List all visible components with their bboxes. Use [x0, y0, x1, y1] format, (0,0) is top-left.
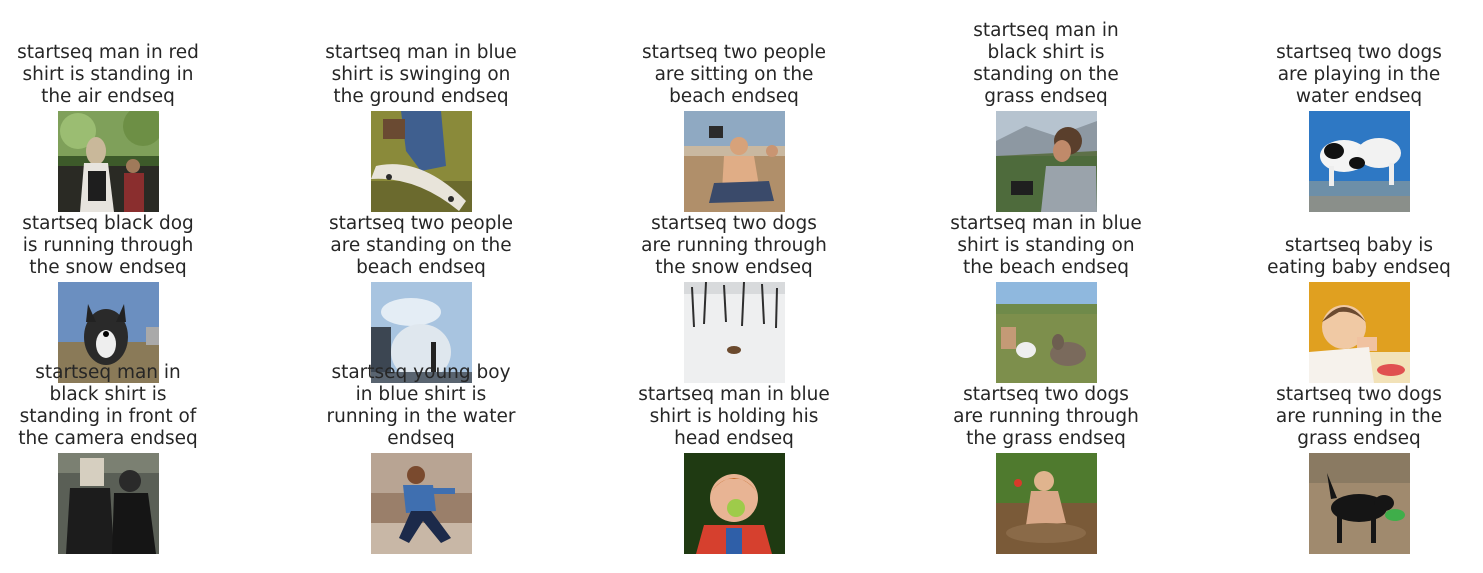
predicted-caption: startseq two dogs are playing in the wat… — [1276, 42, 1442, 107]
caption-cell: startseq black dog is running through th… — [0, 0, 238, 279]
predicted-caption: startseq young boy in blue shirt is runn… — [326, 362, 516, 449]
caption-cell: startseq two dogs are running through th… — [916, 0, 1176, 450]
baby-eating-photo — [1309, 282, 1410, 383]
caption-cell: startseq young boy in blue shirt is runn… — [291, 0, 551, 450]
crowd-outdoors-photo — [58, 111, 159, 212]
caption-cell: startseq man in blue shirt is standing o… — [916, 0, 1176, 279]
predicted-caption: startseq two people are sitting on the b… — [641, 42, 827, 107]
predicted-caption: startseq two dogs are running through th… — [641, 213, 827, 278]
predicted-caption: startseq black dog is running through th… — [22, 213, 194, 278]
dogs-in-water-photo — [1309, 111, 1410, 212]
caption-cell: startseq man in red shirt is standing in… — [0, 0, 238, 108]
caption-cell: startseq two dogs are playing in the wat… — [1229, 0, 1483, 108]
predicted-caption: startseq baby is eating baby endseq — [1267, 235, 1451, 278]
dogs-on-grass-photo — [996, 282, 1097, 383]
skateboard-photo — [371, 111, 472, 212]
people-in-black-photo — [58, 453, 159, 554]
caption-cell: startseq man in black shirt is standing … — [0, 0, 238, 450]
caption-cell: startseq man in blue shirt is swinging o… — [291, 0, 551, 108]
running-boy-photo — [371, 453, 472, 554]
child-with-apple-photo — [684, 453, 785, 554]
predicted-caption: startseq two dogs are running in the gra… — [1275, 384, 1443, 449]
dog-with-toy-photo — [1309, 453, 1410, 554]
caption-cell: startseq two dogs are running through th… — [604, 0, 864, 279]
predicted-caption: startseq man in black shirt is standing … — [973, 20, 1119, 107]
predicted-caption: startseq man in blue shirt is swinging o… — [325, 42, 517, 107]
caption-cell: startseq man in black shirt is standing … — [916, 0, 1176, 108]
running-dog-photo — [58, 282, 159, 383]
predicted-caption: startseq two dogs are running through th… — [953, 384, 1139, 449]
caption-cell: startseq two dogs are running in the gra… — [1229, 0, 1483, 450]
child-in-mud-photo — [996, 453, 1097, 554]
predicted-caption: startseq man in blue shirt is holding hi… — [638, 384, 830, 449]
predicted-caption: startseq man in red shirt is standing in… — [17, 42, 199, 107]
predicted-caption: startseq man in blue shirt is standing o… — [950, 213, 1142, 278]
man-with-camera-photo — [996, 111, 1097, 212]
predicted-caption: startseq two people are standing on the … — [328, 213, 514, 278]
predicted-caption: startseq man in black shirt is standing … — [18, 362, 198, 449]
snow-field-photo — [684, 282, 785, 383]
fountain-photo — [371, 282, 472, 383]
beach-sitting-photo — [684, 111, 785, 212]
caption-cell: startseq two people are sitting on the b… — [604, 0, 864, 108]
caption-cell: startseq baby is eating baby endseq — [1229, 0, 1483, 279]
caption-cell: startseq two people are standing on the … — [291, 0, 551, 279]
caption-cell: startseq man in blue shirt is holding hi… — [604, 0, 864, 450]
